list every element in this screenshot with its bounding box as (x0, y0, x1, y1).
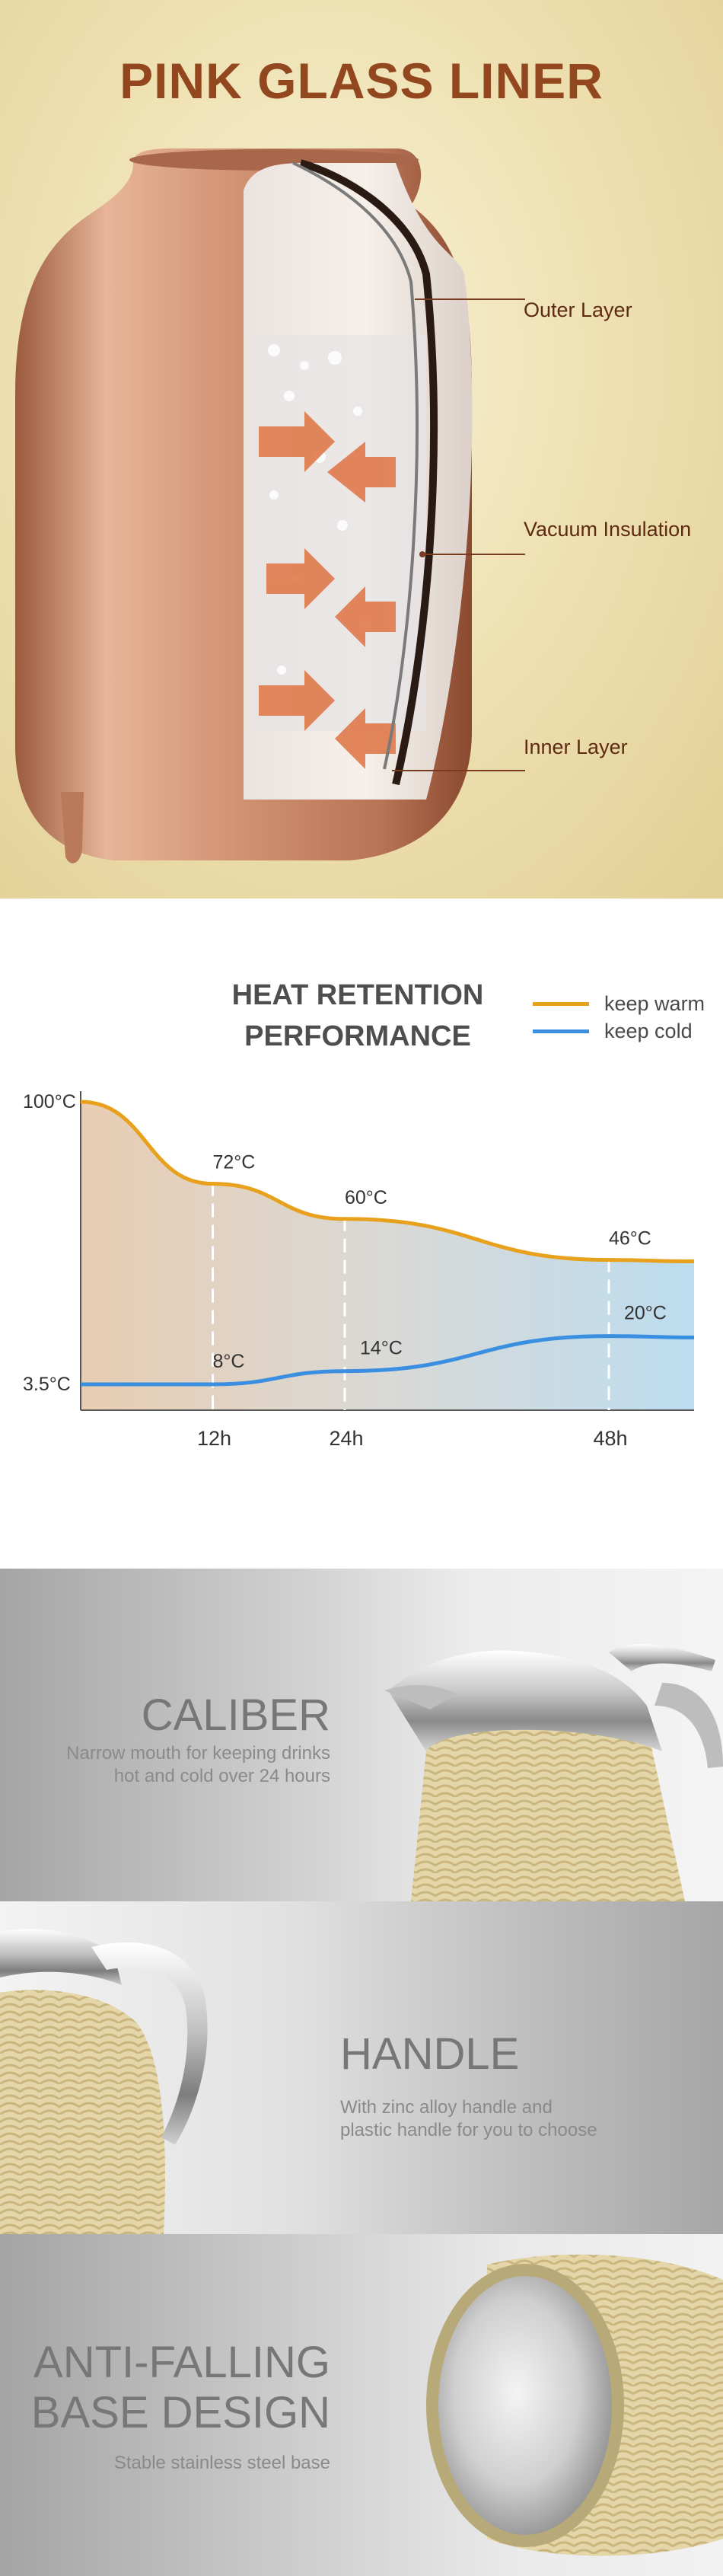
handle-desc-line-2: plastic handle for you to choose (340, 2120, 597, 2140)
y-tick-label: 3.5°C (23, 1374, 71, 1395)
keep-cold-data-label: 8°C (213, 1351, 245, 1372)
x-tick-label: 12h (197, 1427, 231, 1450)
legend-item-keep-cold: keep cold (533, 1017, 705, 1045)
legend-item-keep-warm: keep warm (533, 990, 705, 1017)
wicker-body (0, 1990, 165, 2234)
steel-base (438, 2276, 612, 2535)
inner-wall (292, 161, 419, 770)
anti-falling-title-line-2: BASE DESIGN (30, 2388, 330, 2437)
handle-feature-section: HANDLE With zinc alloy handle and plasti… (0, 1901, 723, 2234)
x-tick-label: 48h (593, 1427, 627, 1450)
vacuum-wall (299, 159, 438, 786)
caliber-product-image (384, 1644, 723, 1901)
anti-falling-desc-line-1: Stable stainless steel base (113, 2453, 330, 2473)
handle-product-image (0, 1929, 208, 2234)
chart-title-line-2: PERFORMANCE (244, 1020, 471, 1052)
chrome-spout (384, 1685, 457, 1709)
handle-title: HANDLE (340, 2029, 520, 2079)
keep-cold-data-label: 14°C (360, 1338, 403, 1359)
chart-title: HEAT RETENTION PERFORMANCE (152, 975, 563, 1057)
keep-cold-line (80, 1334, 695, 1387)
caliber-desc-line-1: Narrow mouth for keeping drinks (66, 1743, 330, 1764)
base-product-image (426, 2254, 723, 2556)
heat-retention-section: HEAT RETENTION PERFORMANCE keep warm kee… (0, 899, 723, 1569)
keep-cold-data-label: 20°C (624, 1303, 667, 1324)
chart-legend: keep warm keep cold (533, 990, 705, 1045)
keep-warm-data-label: 46°C (609, 1228, 651, 1250)
caliber-description: Narrow mouth for keeping drinks hot and … (66, 1742, 330, 1788)
caliber-feature-section: CALIBER Narrow mouth for keeping drinks … (0, 1569, 723, 1901)
chart-title-line-1: HEAT RETENTION (231, 979, 484, 1011)
legend-label-keep-warm: keep warm (604, 991, 705, 1015)
handle-description: With zinc alloy handle and plastic handl… (340, 2096, 597, 2142)
bottle-foot (61, 792, 84, 863)
wicker-body (411, 1703, 685, 1901)
keep-warm-data-label: 72°C (213, 1152, 256, 1173)
caliber-title: CALIBER (141, 1690, 330, 1740)
pink-glass-liner-section: PINK GLASS LINER Outer Layer Vacuum Insu… (0, 0, 723, 899)
anti-falling-title-line-1: ANTI-FALLING (33, 2338, 330, 2387)
handle-desc-line-1: With zinc alloy handle and (340, 2097, 553, 2118)
keep-warm-data-label: 60°C (345, 1187, 387, 1208)
anti-falling-description: Stable stainless steel base (114, 2452, 330, 2475)
legend-label-keep-cold: keep cold (604, 1019, 693, 1042)
chrome-collar (0, 1929, 122, 1985)
legend-swatch-keep-cold (533, 1029, 589, 1033)
chrome-handle (91, 1942, 208, 2145)
y-tick-label: 100°C (23, 1091, 76, 1112)
anti-falling-base-section: ANTI-FALLING BASE DESIGN Stable stainles… (0, 2234, 723, 2576)
vacuum-insulation-label: Vacuum Insulation (524, 518, 692, 541)
legend-swatch-keep-warm (533, 1001, 589, 1006)
chart-plot-area (81, 1102, 694, 1410)
anti-falling-title: ANTI-FALLING BASE DESIGN (31, 2338, 330, 2438)
x-tick-label: 24h (329, 1427, 363, 1450)
heat-retention-chart: 12h 72°C 24h 60°C 48h 46°C 8°C 14°C 20°C 100°C 3.5… (23, 1091, 695, 1450)
liner-illustration (15, 148, 525, 863)
keep-warm-line (80, 1100, 695, 1264)
page-title: PINK GLASS LINER (119, 53, 604, 109)
chrome-lid (388, 1650, 662, 1751)
outer-layer-label: Outer Layer (524, 298, 632, 321)
chrome-lever (609, 1644, 715, 1671)
handle (655, 1683, 723, 1768)
inner-layer-label: Inner Layer (524, 736, 628, 758)
caliber-desc-line-2: hot and cold over 24 hours (113, 1766, 330, 1786)
